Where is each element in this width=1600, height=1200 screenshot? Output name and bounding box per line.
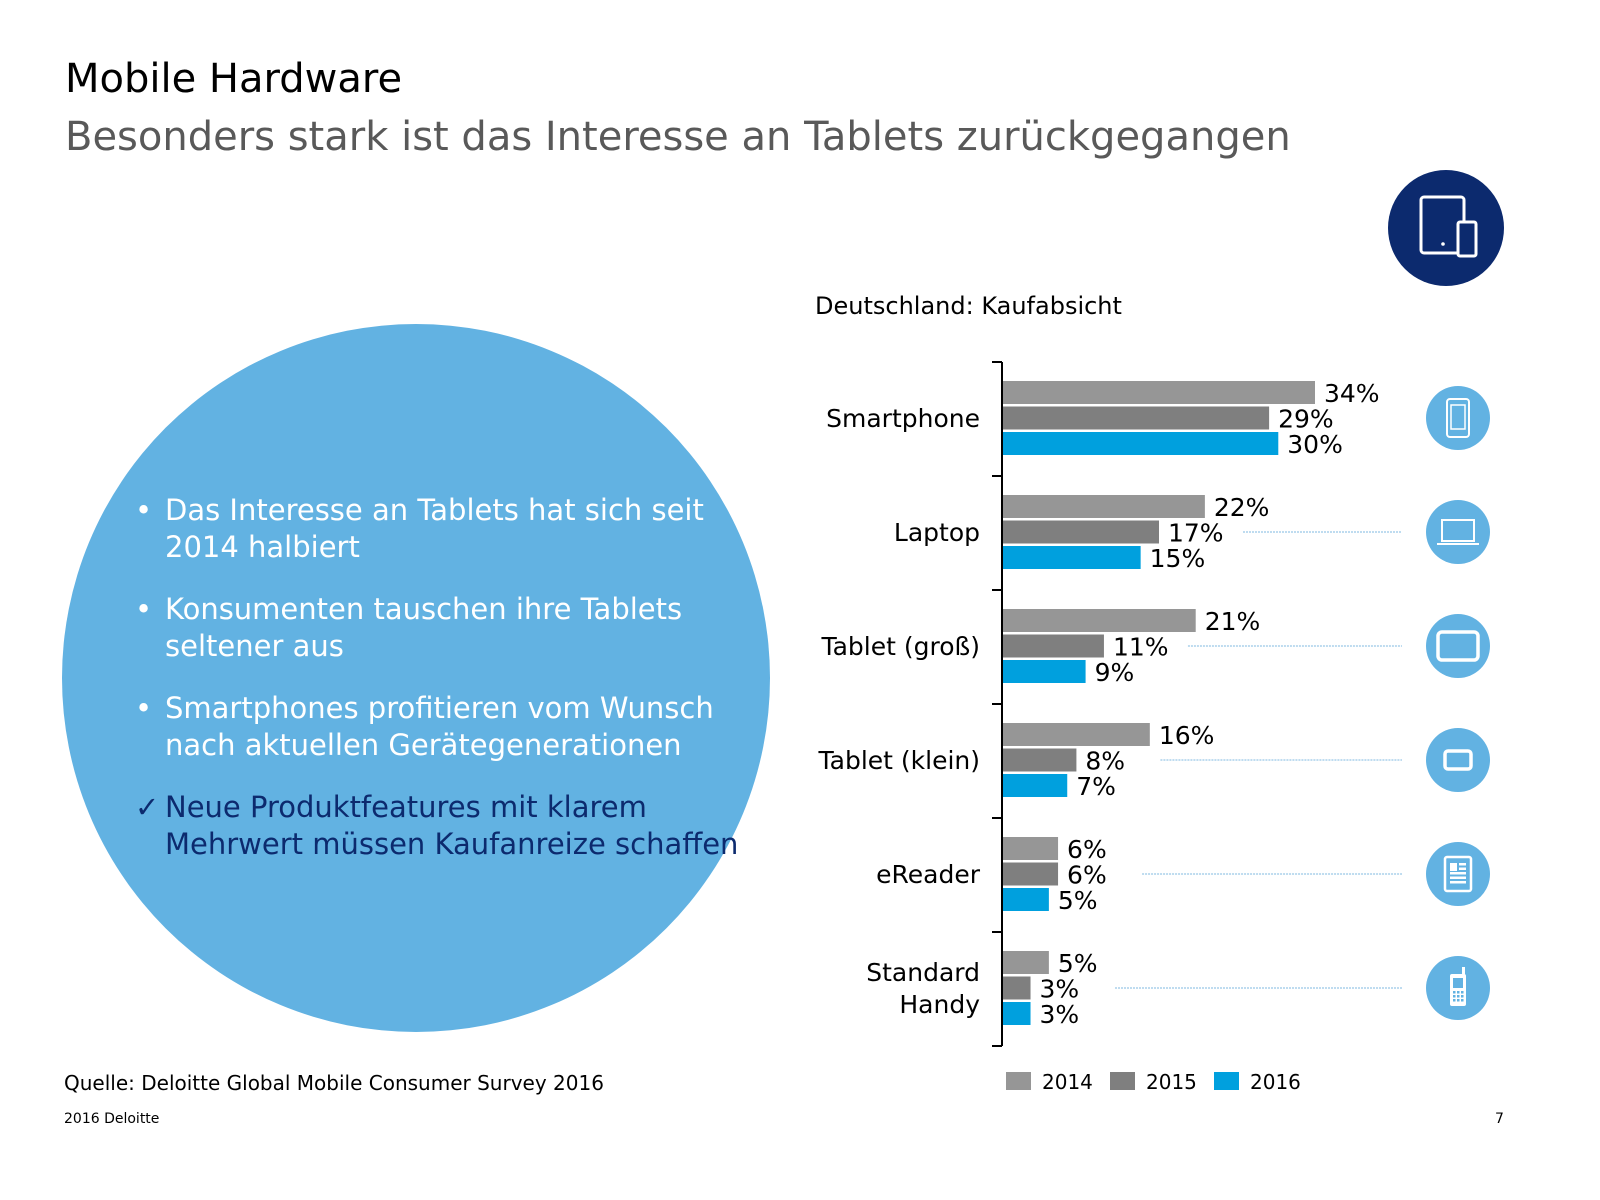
bar-2014 bbox=[1003, 495, 1205, 518]
value-label: 6% bbox=[1067, 835, 1107, 864]
value-label: 9% bbox=[1095, 658, 1135, 687]
bar-2014 bbox=[1003, 837, 1059, 860]
bullet-text: Konsumenten tauschen ihre Tablets selten… bbox=[165, 592, 683, 663]
checkmark-icon: ✓ bbox=[135, 790, 160, 824]
bullet-text: Das Interesse an Tablets hat sich seit 2… bbox=[165, 493, 704, 564]
bar-2015 bbox=[1003, 862, 1059, 886]
legend-label-2015: 2015 bbox=[1146, 1070, 1197, 1094]
smartphone-icon bbox=[1426, 386, 1490, 450]
value-label: 34% bbox=[1324, 379, 1380, 408]
bar-2016 bbox=[1003, 660, 1086, 683]
bar-2014 bbox=[1003, 951, 1049, 974]
bullet-marker: • bbox=[135, 493, 153, 527]
value-label: 15% bbox=[1150, 544, 1206, 573]
bullet-item-conclusion: ✓ Neue Produktfeatures mit klarem Mehrwe… bbox=[135, 789, 775, 863]
summary-bubble bbox=[62, 324, 770, 1032]
value-label: 21% bbox=[1205, 607, 1261, 636]
bullet-marker: • bbox=[135, 691, 153, 725]
page-number: 7 bbox=[1495, 1111, 1504, 1127]
value-label: 5% bbox=[1058, 886, 1098, 915]
bar-2014 bbox=[1003, 609, 1196, 632]
value-label: 11% bbox=[1113, 633, 1169, 662]
bar-2015 bbox=[1003, 976, 1031, 1000]
tablet-small-icon bbox=[1426, 728, 1490, 792]
feature-phone-icon bbox=[1426, 956, 1490, 1020]
value-label: 22% bbox=[1214, 493, 1270, 522]
summary-bullets: • Das Interesse an Tablets hat sich seit… bbox=[135, 492, 775, 888]
copyright: 2016 Deloitte bbox=[64, 1111, 160, 1127]
category-label: Laptop bbox=[894, 518, 980, 547]
legend-swatch-2014 bbox=[1006, 1072, 1031, 1090]
bar-2015 bbox=[1003, 520, 1159, 544]
laptop-icon bbox=[1426, 500, 1490, 564]
bar-2016 bbox=[1003, 546, 1141, 569]
value-label: 17% bbox=[1168, 519, 1224, 548]
legend-label-2016: 2016 bbox=[1250, 1070, 1301, 1094]
category-label: eReader bbox=[876, 860, 981, 889]
bar-2015 bbox=[1003, 406, 1270, 430]
ereader-icon bbox=[1426, 842, 1490, 906]
page-title: Mobile Hardware bbox=[65, 56, 403, 102]
tablet-smartphone-icon bbox=[1388, 170, 1504, 286]
page-subtitle: Besonders stark ist das Interesse an Tab… bbox=[65, 114, 1291, 160]
bar-2016 bbox=[1003, 888, 1049, 911]
value-label: 5% bbox=[1058, 949, 1098, 978]
bullet-text: Neue Produktfeatures mit klarem Mehrwert… bbox=[165, 790, 739, 861]
category-label: Tablet (klein) bbox=[818, 746, 981, 775]
value-label: 6% bbox=[1067, 861, 1107, 890]
bar-2016 bbox=[1003, 432, 1279, 455]
value-label: 7% bbox=[1076, 772, 1116, 801]
bar-2014 bbox=[1003, 723, 1150, 746]
value-label: 29% bbox=[1278, 405, 1334, 434]
bar-2015 bbox=[1003, 748, 1077, 772]
bullet-text: Smartphones profitieren vom Wunsch nach … bbox=[165, 691, 714, 762]
category-label: Standard Handy bbox=[866, 958, 980, 1019]
chart-title: Deutschland: Kaufabsicht bbox=[815, 292, 1122, 320]
bar-2016 bbox=[1003, 774, 1068, 797]
bullet-item: • Smartphones profitieren vom Wunsch nac… bbox=[135, 690, 775, 764]
value-label: 16% bbox=[1159, 721, 1215, 750]
tablet-large-icon bbox=[1426, 614, 1490, 678]
bar-2014 bbox=[1003, 381, 1315, 404]
legend-swatch-2016 bbox=[1214, 1072, 1239, 1090]
bullet-item: • Konsumenten tauschen ihre Tablets selt… bbox=[135, 591, 775, 665]
bar-2015 bbox=[1003, 634, 1104, 658]
value-label: 3% bbox=[1040, 975, 1080, 1004]
bar-2016 bbox=[1003, 1002, 1031, 1025]
bullet-marker: • bbox=[135, 592, 153, 626]
legend-label-2014: 2014 bbox=[1042, 1070, 1093, 1094]
category-label: Smartphone bbox=[826, 404, 980, 433]
source-note: Quelle: Deloitte Global Mobile Consumer … bbox=[64, 1071, 604, 1095]
legend-swatch-2015 bbox=[1110, 1072, 1135, 1090]
value-label: 8% bbox=[1085, 747, 1125, 776]
bullet-item: • Das Interesse an Tablets hat sich seit… bbox=[135, 492, 775, 566]
value-label: 3% bbox=[1040, 1000, 1080, 1029]
category-label: Tablet (groß) bbox=[820, 632, 980, 661]
value-label: 30% bbox=[1287, 430, 1343, 459]
